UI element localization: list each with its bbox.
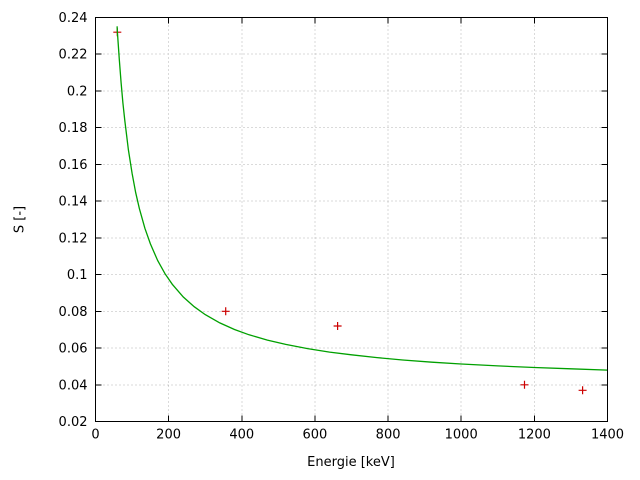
axis-ticks xyxy=(95,17,608,422)
svg-text:400: 400 xyxy=(229,428,254,443)
svg-text:0.2: 0.2 xyxy=(67,85,88,100)
svg-text:0.12: 0.12 xyxy=(59,231,88,246)
svg-text:0.14: 0.14 xyxy=(59,195,88,210)
svg-text:800: 800 xyxy=(376,428,401,443)
svg-text:200: 200 xyxy=(156,428,181,443)
svg-text:0.08: 0.08 xyxy=(59,305,88,320)
svg-text:0.04: 0.04 xyxy=(59,378,88,393)
svg-text:0.16: 0.16 xyxy=(59,158,88,173)
svg-text:0.18: 0.18 xyxy=(59,121,88,136)
svg-text:0.06: 0.06 xyxy=(59,342,88,357)
y-tick-labels: 0.02 0.04 0.06 0.08 0.1 0.12 0.14 0.16 0.18 0.2 0.… xyxy=(59,11,88,430)
y-axis-label: S [-] xyxy=(12,205,28,234)
svg-text:1000: 1000 xyxy=(445,428,478,443)
svg-text:0.1: 0.1 xyxy=(67,268,88,283)
measured-points xyxy=(113,28,587,395)
svg-text:1200: 1200 xyxy=(518,428,551,443)
plot-border xyxy=(95,17,608,422)
svg-text:0.24: 0.24 xyxy=(59,11,88,26)
svg-text:0.22: 0.22 xyxy=(59,48,88,63)
x-tick-labels: 0 200 400 600 800 1000 1200 1400 xyxy=(91,428,624,443)
x-axis-label: Energie [keV] xyxy=(307,455,395,470)
svg-text:0: 0 xyxy=(91,428,99,443)
svg-text:0.02: 0.02 xyxy=(59,415,88,430)
svg-text:1400: 1400 xyxy=(591,428,624,443)
svg-text:600: 600 xyxy=(302,428,327,443)
fit-curve xyxy=(116,26,608,371)
grid xyxy=(95,17,608,422)
